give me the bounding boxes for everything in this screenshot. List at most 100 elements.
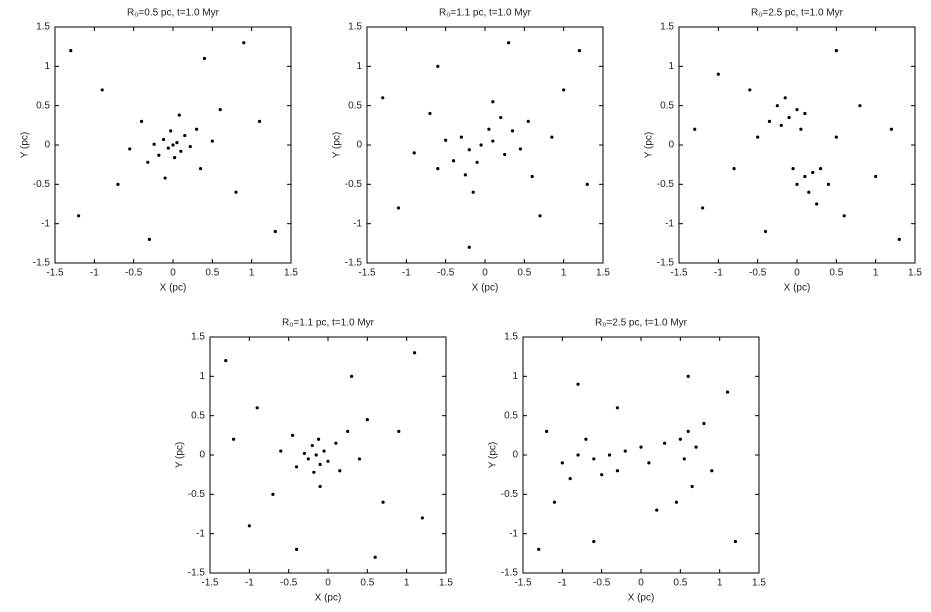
x-tick-label: 1.5	[596, 268, 610, 279]
panel: R₀=2.5 pc, t=1.0 Myr X (pc) Y (pc) -1.5 -1 -0…	[488, 318, 767, 604]
particle	[172, 155, 177, 160]
particle	[491, 139, 495, 143]
particle	[710, 469, 714, 473]
particle	[161, 137, 166, 142]
particle	[166, 146, 170, 150]
particle	[232, 437, 236, 441]
y-tick-label: -0.5	[33, 179, 51, 190]
particle	[803, 174, 807, 179]
particle	[592, 539, 596, 544]
y-tick-label: -1.5	[501, 568, 519, 579]
particle	[195, 127, 199, 131]
particle	[655, 508, 659, 512]
particle	[538, 214, 542, 218]
panel-title: R₀=0.5 pc, t=1.0 Myr	[127, 8, 220, 19]
y-tick-label: 1	[668, 61, 674, 72]
plot-frame	[522, 336, 760, 574]
y-tick-label: -0.5	[501, 489, 519, 500]
particle	[537, 547, 541, 552]
y-tick-label: -1	[353, 218, 362, 229]
particle	[198, 167, 203, 171]
x-tick-label: -1.5	[201, 578, 219, 589]
particle	[451, 159, 456, 163]
particle	[725, 390, 730, 394]
y-tick-label: 0.5	[660, 100, 674, 111]
particle	[545, 429, 549, 433]
particle	[503, 152, 507, 157]
particle	[674, 500, 679, 504]
x-tick-label: 1	[249, 268, 255, 279]
particle	[467, 148, 471, 152]
x-tick-label: 1	[561, 268, 567, 279]
x-axis-label: X (pc)	[315, 593, 342, 604]
y-tick-label: 1.5	[348, 22, 362, 33]
particle	[334, 441, 338, 445]
y-tick-label: -1.5	[33, 258, 51, 269]
particle	[678, 437, 682, 441]
y-tick-label: 0.5	[504, 410, 518, 421]
particle	[257, 119, 262, 123]
particle	[139, 119, 144, 123]
particle	[381, 96, 385, 100]
x-tick-label: -1	[402, 268, 411, 279]
particle	[615, 469, 620, 473]
y-axis-label: Y (pc)	[488, 442, 499, 469]
particle	[255, 406, 259, 410]
particle	[607, 453, 612, 457]
particle	[412, 351, 417, 355]
x-tick-label: -1	[714, 268, 723, 279]
particle	[312, 470, 316, 474]
x-tick-label: -0.5	[749, 268, 767, 279]
particle	[819, 167, 823, 171]
particle	[218, 108, 222, 112]
particle	[373, 555, 377, 559]
particle	[177, 113, 181, 117]
particle	[436, 167, 440, 171]
particle	[560, 461, 564, 465]
plot-frame	[54, 26, 292, 264]
y-tick-label: 1	[44, 61, 50, 72]
y-tick-label: -0.5	[657, 179, 675, 190]
particle	[202, 56, 207, 61]
particle	[210, 139, 214, 143]
particle	[530, 174, 534, 179]
particle	[183, 133, 187, 138]
particle	[518, 147, 523, 151]
particle	[247, 524, 251, 528]
y-tick-label: 0.5	[348, 100, 362, 111]
particle	[157, 153, 161, 157]
x-axis-label: X (pc)	[628, 593, 655, 604]
particle	[357, 457, 362, 461]
particle	[783, 96, 787, 100]
plot-frame	[678, 26, 916, 264]
x-axis-label: X (pc)	[472, 283, 499, 294]
x-tick-label: -1.5	[358, 268, 376, 279]
y-tick-label: 0.5	[191, 410, 205, 421]
particle	[291, 433, 295, 437]
particle	[577, 49, 582, 53]
particle	[889, 127, 894, 131]
x-tick-label: 1	[873, 268, 879, 279]
particle	[163, 176, 167, 180]
particle	[471, 190, 475, 194]
x-tick-label: -0.5	[437, 268, 455, 279]
particle	[639, 445, 643, 449]
panel-title: R₀=2.5 pc, t=1.0 Myr	[751, 8, 844, 19]
particle	[294, 547, 299, 552]
x-tick-label: 1.5	[439, 578, 453, 589]
x-tick-label: -1	[245, 578, 254, 589]
particle	[874, 174, 878, 179]
particle	[615, 406, 620, 410]
particle	[842, 214, 846, 218]
particle	[592, 457, 596, 461]
y-tick-label: 0	[668, 140, 674, 151]
x-tick-label: 0.5	[205, 268, 219, 279]
particle	[584, 437, 588, 441]
x-tick-label: -1	[90, 268, 99, 279]
particle	[600, 473, 604, 477]
particle	[128, 147, 132, 151]
particle	[175, 141, 179, 145]
particle	[77, 214, 81, 218]
particle	[169, 129, 173, 133]
